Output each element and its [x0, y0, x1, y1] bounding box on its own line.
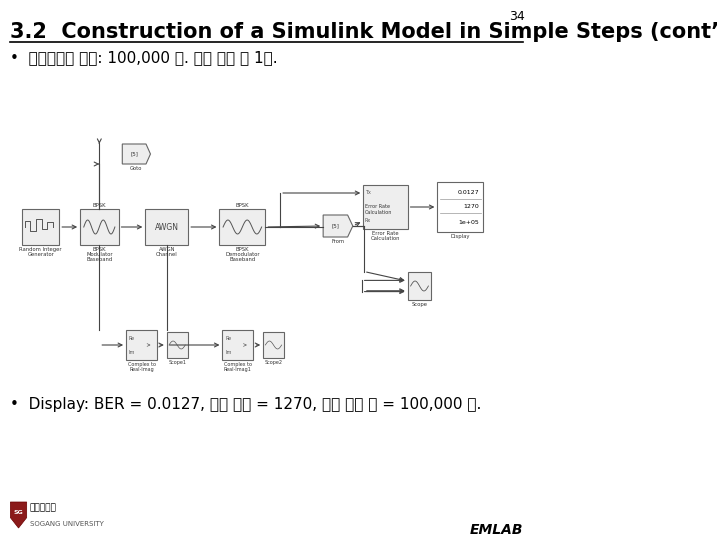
Text: Baseband: Baseband — [229, 257, 256, 262]
Text: Re: Re — [225, 335, 231, 341]
Text: BPSK: BPSK — [235, 247, 249, 252]
Text: Display: Display — [451, 234, 470, 239]
FancyBboxPatch shape — [145, 209, 188, 245]
Text: Im: Im — [225, 349, 232, 354]
Text: 1e+05: 1e+05 — [459, 219, 480, 225]
Text: Scope: Scope — [412, 302, 428, 307]
Polygon shape — [323, 215, 353, 237]
FancyBboxPatch shape — [408, 272, 431, 300]
Text: From: From — [331, 239, 345, 244]
Text: Scope1: Scope1 — [168, 360, 186, 365]
Text: Complex to: Complex to — [127, 362, 156, 367]
Text: AWGN: AWGN — [155, 222, 179, 232]
FancyBboxPatch shape — [126, 330, 157, 360]
FancyBboxPatch shape — [363, 185, 408, 229]
Text: Real-Imag: Real-Imag — [129, 367, 154, 372]
Text: Rx: Rx — [364, 219, 371, 224]
Text: 0.0127: 0.0127 — [458, 191, 480, 195]
Text: Error Rate: Error Rate — [364, 205, 390, 210]
Text: Channel: Channel — [156, 252, 178, 257]
Text: Complex to: Complex to — [224, 362, 252, 367]
Text: •  Display: BER = 0.0127, 에러 개수 = 1270, 전체 심볼 수 = 100,000 개.: • Display: BER = 0.0127, 에러 개수 = 1270, 전… — [10, 397, 482, 412]
Text: [5]: [5] — [130, 152, 138, 157]
Text: 1270: 1270 — [464, 205, 480, 210]
Text: 3.2  Construction of a Simulink Model in Simple Steps (cont’d): 3.2 Construction of a Simulink Model in … — [10, 22, 720, 42]
Text: Generator: Generator — [27, 252, 54, 257]
FancyBboxPatch shape — [437, 182, 483, 232]
Text: Goto: Goto — [130, 166, 143, 171]
Polygon shape — [10, 502, 27, 528]
Text: [5]: [5] — [332, 224, 340, 228]
Text: Calculation: Calculation — [364, 211, 392, 215]
Text: 서강대학교: 서강대학교 — [30, 503, 57, 512]
Text: Im: Im — [129, 349, 135, 354]
Text: Real-Imag1: Real-Imag1 — [224, 367, 252, 372]
Text: AWGN: AWGN — [158, 247, 175, 252]
Text: SG: SG — [14, 510, 24, 516]
Text: Baseband: Baseband — [86, 257, 112, 262]
Text: Modulator: Modulator — [86, 252, 112, 257]
Polygon shape — [122, 144, 150, 164]
FancyBboxPatch shape — [220, 209, 266, 245]
Text: SOGANG UNIVERSITY: SOGANG UNIVERSITY — [30, 521, 104, 527]
Text: Scope2: Scope2 — [264, 360, 282, 365]
Text: •  시뮬레이션 시간: 100,000 초. 초당 심볼 수 1개.: • 시뮬레이션 시간: 100,000 초. 초당 심볼 수 1개. — [10, 50, 278, 65]
Text: 34: 34 — [509, 10, 525, 23]
Text: Re: Re — [129, 335, 135, 341]
FancyBboxPatch shape — [22, 209, 59, 245]
Text: Tx: Tx — [364, 191, 371, 195]
Text: BPSK: BPSK — [235, 203, 249, 208]
FancyBboxPatch shape — [222, 330, 253, 360]
Text: EMLAB: EMLAB — [469, 523, 523, 537]
Text: Error Rate: Error Rate — [372, 231, 399, 236]
Text: Random Integer: Random Integer — [19, 247, 62, 252]
Text: Calculation: Calculation — [371, 236, 400, 241]
FancyBboxPatch shape — [167, 332, 187, 358]
FancyBboxPatch shape — [80, 209, 119, 245]
Text: BPSK: BPSK — [93, 203, 106, 208]
Text: Demodulator: Demodulator — [225, 252, 260, 257]
Text: BPSK: BPSK — [93, 247, 106, 252]
FancyBboxPatch shape — [263, 332, 284, 358]
